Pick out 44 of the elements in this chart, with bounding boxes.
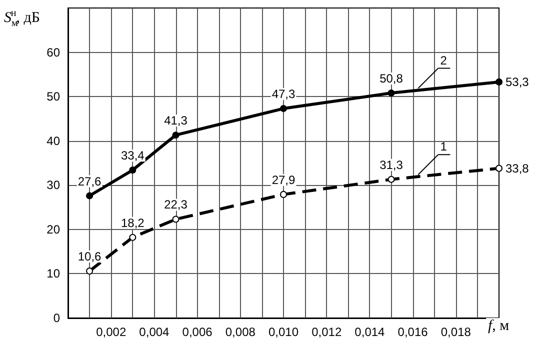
x-tick-label: 0,006 — [182, 325, 213, 339]
x-tick-label: 0,016 — [398, 325, 428, 339]
data-label: 27,6 — [78, 174, 102, 188]
y-tick-label: 20 — [46, 222, 60, 236]
x-tick-label: 0,010 — [268, 325, 299, 339]
point — [496, 78, 502, 86]
point — [129, 234, 136, 241]
point — [280, 190, 287, 198]
series-label: 2 — [440, 53, 448, 68]
x-tick-label: 0,008 — [225, 325, 256, 339]
data-label: 27,9 — [272, 172, 296, 187]
data-label: 31,3 — [380, 158, 404, 172]
y-tick-label: 30 — [46, 178, 60, 192]
x-tick-label: 0,004 — [139, 325, 170, 339]
point — [496, 164, 502, 172]
y-tick-label: 40 — [46, 134, 60, 148]
point — [86, 192, 94, 200]
y-tick-label: 60 — [46, 45, 60, 60]
data-label: 10,6 — [78, 250, 102, 264]
data-label: 18,2 — [120, 216, 145, 230]
point — [388, 90, 395, 97]
x-tick-label: 0,018 — [440, 325, 472, 339]
y-tick-label: 0 — [53, 311, 60, 325]
data-label: 41,3 — [164, 114, 188, 128]
point — [86, 268, 94, 275]
point — [172, 216, 180, 223]
data-label: 53,3 — [506, 74, 530, 89]
y-tick-label: 10 — [46, 266, 60, 281]
point — [172, 132, 180, 139]
data-label: 22,3 — [164, 198, 188, 212]
data-label: 47,3 — [272, 87, 296, 102]
x-axis-title: f, м — [486, 318, 512, 335]
data-label: 50,8 — [380, 72, 404, 86]
x-tick-label: 0,012 — [312, 325, 342, 339]
y-axis-title: S$_{м}$$^{н}$, дБ — [4, 8, 40, 29]
point — [280, 105, 287, 112]
data-label: 33,4 — [120, 148, 145, 163]
data-label: 33,8 — [506, 161, 530, 176]
series-label: 1 — [440, 140, 448, 154]
x-tick-label: 0,002 — [96, 325, 126, 339]
x-tick-label: 0,014 — [354, 325, 386, 339]
y-tick-label: 50 — [46, 90, 60, 104]
point — [129, 166, 136, 174]
point — [388, 176, 395, 183]
